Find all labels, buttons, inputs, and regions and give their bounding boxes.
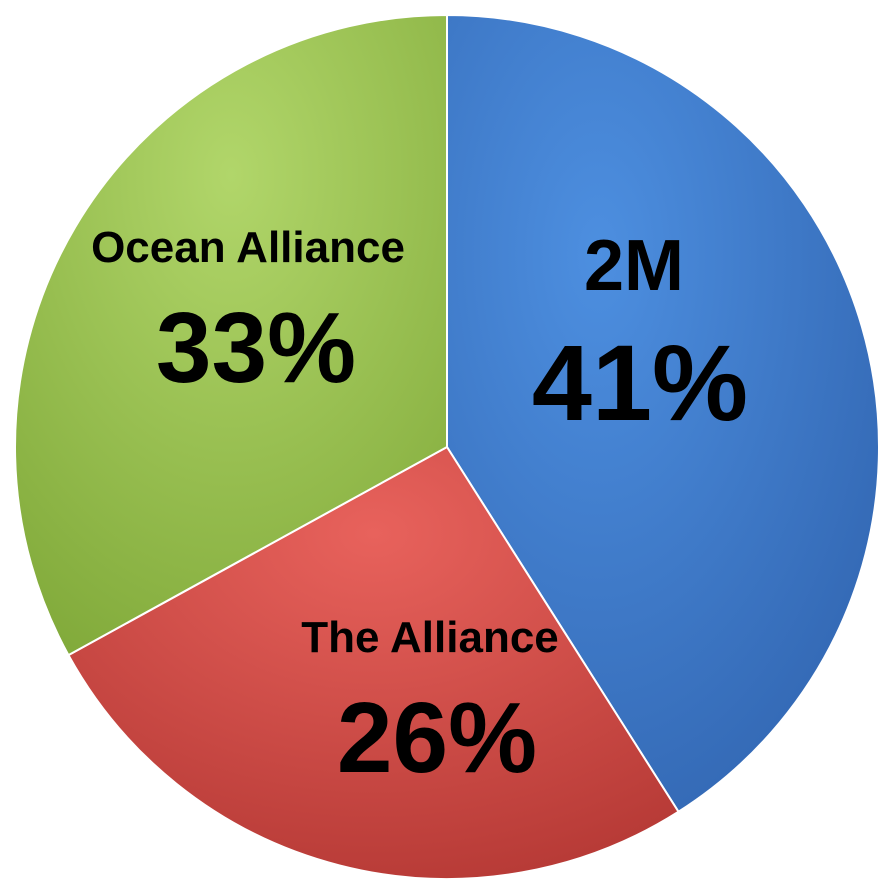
pie-slice-the-alliance [67,445,680,880]
slice-name-label-the-alliance: The Alliance [301,613,559,662]
pie-slice-ocean-alliance [14,13,448,657]
pie-slices [14,13,880,880]
slice-name-label-ocean-alliance: Ocean Alliance [91,223,405,272]
pie-slice-2m [446,13,880,814]
slice-name-label-2m: 2M [584,226,684,306]
pie-labels: 2M 41% The Alliance 26% Ocean Alliance 33% [91,223,748,794]
slice-percent-label-2m: 41% [532,322,748,443]
slice-percent-label-the-alliance: 26% [337,682,537,794]
slice-percent-label-ocean-alliance: 33% [156,292,356,404]
